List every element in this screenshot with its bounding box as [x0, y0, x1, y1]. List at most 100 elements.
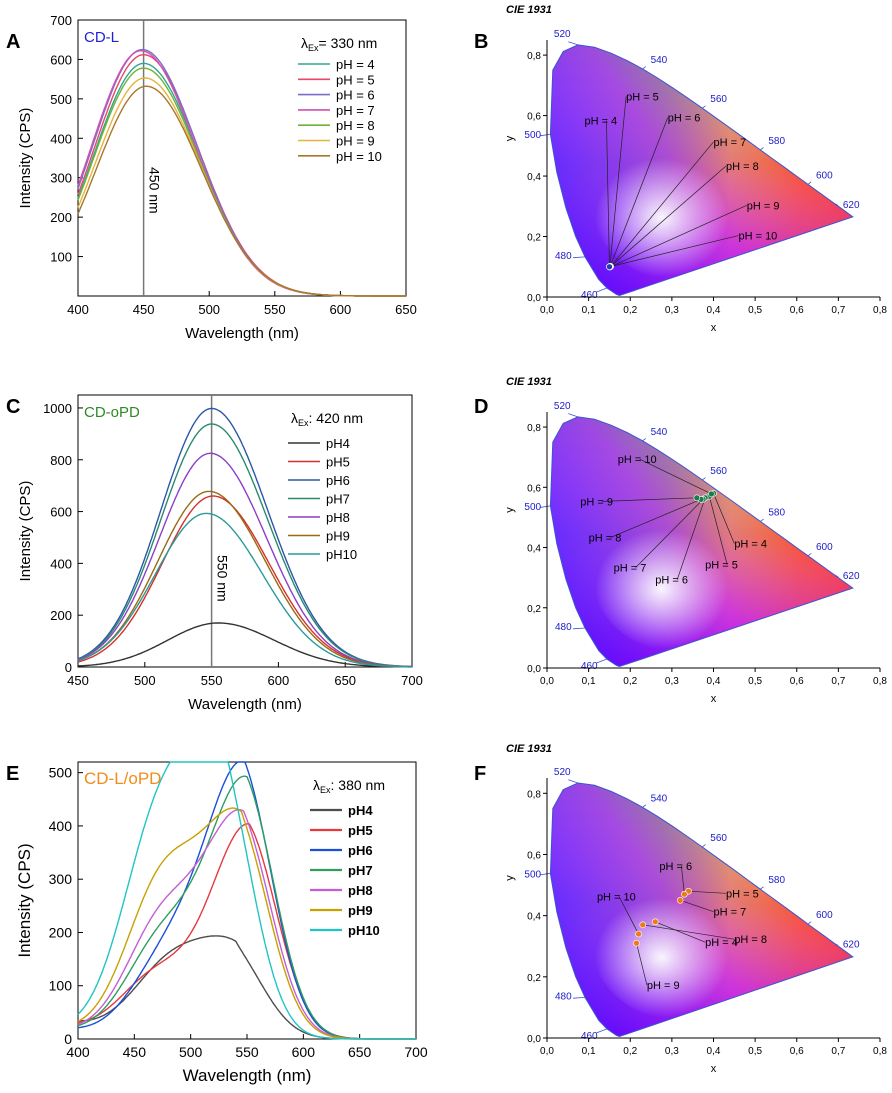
- x-tick-label: 500: [134, 673, 156, 688]
- y-tick-label: 0,8: [527, 789, 541, 800]
- point-label: pH = 7: [714, 907, 747, 919]
- legend-entry: pH10: [348, 923, 380, 938]
- locus-tick: [807, 921, 812, 925]
- point-label: pH = 5: [626, 91, 659, 103]
- x-tick-label: 0,3: [665, 1046, 679, 1057]
- x-tick-label: 400: [66, 1044, 90, 1060]
- x-tick-label: 0,8: [873, 676, 887, 687]
- y-axis-label: Intensity (CPS): [15, 843, 34, 957]
- legend-entry: pH4: [348, 803, 373, 818]
- x-tick-label: 0,2: [623, 305, 637, 316]
- leader-line: [618, 896, 639, 935]
- locus-tick: [834, 943, 839, 946]
- x-axis-label: Wavelength (nm): [185, 325, 299, 342]
- locus-wavelength-label: 540: [651, 55, 668, 66]
- y-tick-label: 0,4: [527, 172, 541, 183]
- series-line-ph8: [77, 452, 413, 668]
- panel-a-emission-chart: A 400 450 500 550 600 650 100 200 300 400 500 600 700…: [6, 13, 417, 342]
- point-label: pH = 8: [726, 161, 759, 173]
- leader-line: [681, 865, 685, 895]
- locus-wavelength-label: 620: [843, 571, 860, 582]
- x-tick-label: 0,5: [748, 305, 762, 316]
- legend-entry: pH4: [326, 436, 350, 451]
- y-tick-label: 0,6: [527, 112, 541, 123]
- locus-tick: [596, 658, 608, 664]
- locus-tick: [702, 844, 706, 848]
- x-tick-label: 0,6: [790, 676, 804, 687]
- series-line-ph10: [77, 85, 406, 297]
- panel-letter: E: [6, 763, 19, 785]
- y-tick-label: 0,0: [527, 1034, 541, 1045]
- chromaticity-point: [606, 263, 613, 271]
- locus-wavelength-label: 480: [555, 251, 572, 262]
- x-tick-label: 650: [334, 673, 356, 688]
- y-tick-label: 0,6: [527, 483, 541, 494]
- y-tick-label: 400: [49, 818, 73, 834]
- spectral-locus: [549, 44, 854, 297]
- locus-wavelength-label: 600: [816, 542, 833, 553]
- spectral-locus: [549, 416, 854, 668]
- locus-tick: [568, 41, 579, 46]
- series-line-ph9: [77, 490, 412, 668]
- locus-tick: [596, 1028, 608, 1034]
- legend-entry: pH5: [326, 455, 350, 470]
- leader-line: [635, 499, 704, 568]
- x-tick-label: 0,3: [665, 305, 679, 316]
- y-axis-label: y: [504, 507, 516, 513]
- x-tick-label: 0,7: [831, 676, 845, 687]
- x-tick-label: 0,4: [707, 305, 721, 316]
- cie-title: CIE 1931: [506, 376, 552, 388]
- peak-marker-label: 550 nm: [215, 555, 231, 602]
- locus-tick: [642, 66, 647, 70]
- chromaticity-point: [639, 921, 647, 929]
- leader-line: [606, 120, 610, 267]
- series-line-ph10: [77, 761, 416, 1040]
- point-label: pH = 10: [618, 454, 657, 466]
- x-tick-label: 700: [404, 1044, 428, 1060]
- y-tick-label: 600: [50, 52, 72, 67]
- locus-tick: [596, 287, 608, 293]
- locus-wavelength-label: 520: [554, 767, 571, 778]
- leader-line: [639, 458, 712, 495]
- x-tick-label: 0,0: [540, 1046, 554, 1057]
- point-label: pH = 6: [655, 575, 688, 587]
- locus-wavelength-label: 500: [524, 130, 541, 141]
- legend-entry: pH7: [348, 863, 373, 878]
- leader-line: [602, 497, 697, 502]
- point-label: pH = 7: [714, 137, 747, 149]
- x-tick-label: 0,6: [790, 1046, 804, 1057]
- y-tick-label: 800: [50, 453, 72, 468]
- leader-line: [642, 924, 735, 940]
- leader-line: [636, 943, 648, 986]
- locus-tick: [642, 804, 647, 808]
- y-tick-label: 500: [50, 92, 72, 107]
- panel-e-emission-chart: E 400 450 500 550 600 650 700 0 100 200 300 400 500 Wa…: [6, 761, 428, 1085]
- locus-tick: [760, 147, 764, 151]
- x-tick-label: 600: [268, 673, 290, 688]
- point-label: pH = 6: [659, 861, 692, 873]
- y-tick-label: 0,6: [527, 850, 541, 861]
- locus-wavelength-label: 520: [554, 401, 571, 412]
- x-tick-label: 0,4: [707, 676, 721, 687]
- x-tick-label: 550: [235, 1044, 259, 1060]
- peak-marker-label: 450 nm: [147, 167, 163, 214]
- leader-line: [609, 235, 739, 268]
- y-tick-label: 200: [49, 924, 73, 940]
- x-tick-label: 0,5: [748, 1046, 762, 1057]
- y-tick-label: 0,0: [527, 664, 541, 675]
- x-tick-label: 0,8: [873, 305, 887, 316]
- excitation-label: λEx= 330 nm: [301, 35, 377, 53]
- x-axis-label: x: [711, 1063, 717, 1075]
- x-tick-label: 0,2: [623, 1046, 637, 1057]
- locus-tick: [760, 518, 764, 522]
- locus-tick: [568, 779, 579, 784]
- x-tick-label: 0,6: [790, 305, 804, 316]
- point-label: pH = 9: [580, 496, 613, 508]
- legend-entry: pH = 5: [336, 72, 375, 87]
- leader-line: [688, 890, 727, 894]
- x-tick-label: 0,0: [540, 305, 554, 316]
- leader-line: [708, 496, 728, 565]
- leader-line: [713, 493, 735, 544]
- leader-line: [680, 900, 714, 912]
